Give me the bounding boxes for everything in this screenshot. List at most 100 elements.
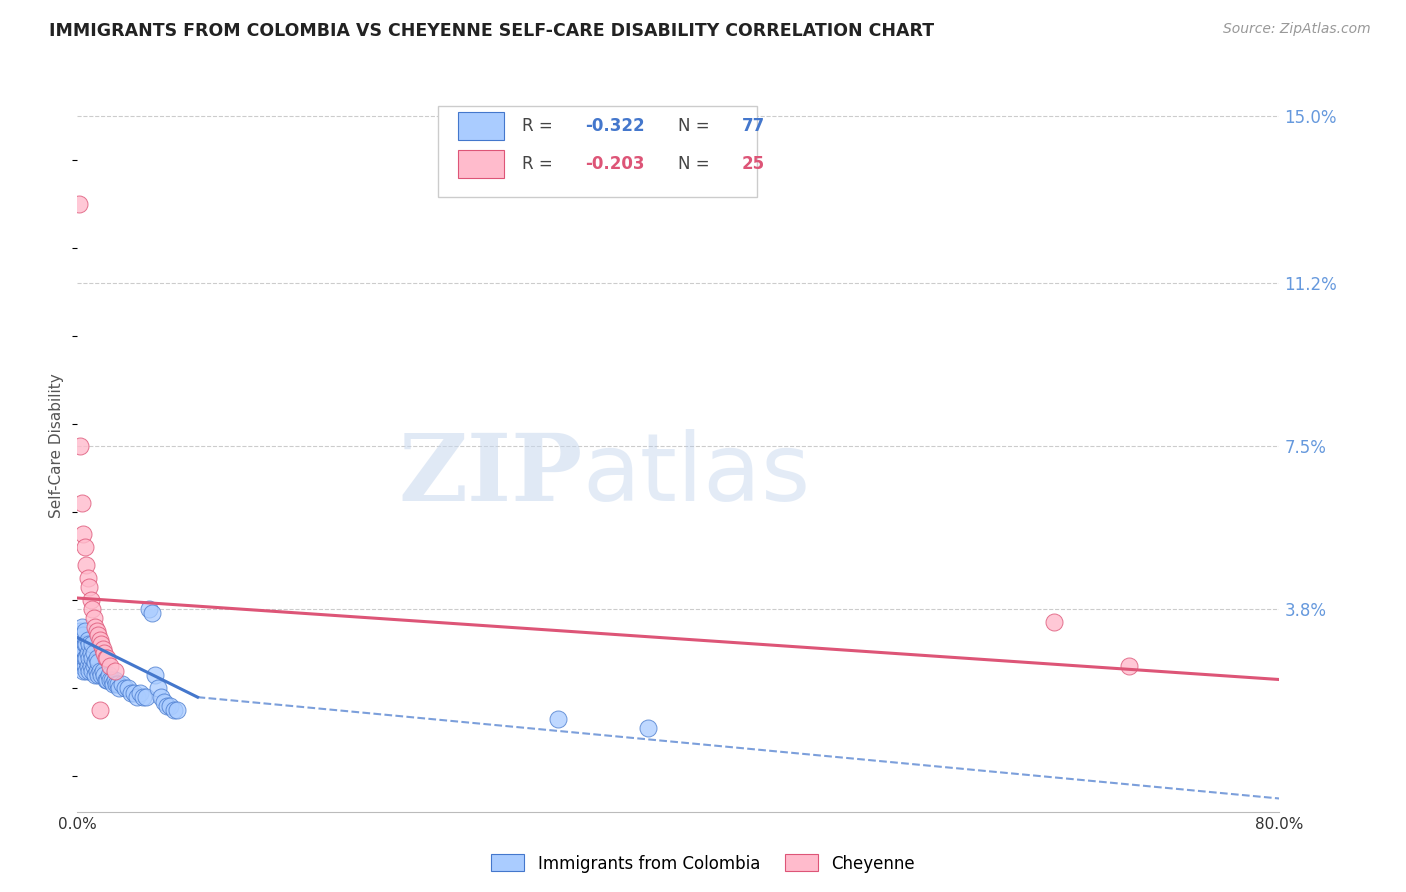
Point — [72, 527, 94, 541]
Point — [94, 650, 117, 665]
Point — [120, 686, 142, 700]
Text: atlas: atlas — [582, 429, 810, 521]
Point — [75, 664, 97, 678]
Text: 25: 25 — [742, 154, 765, 173]
Point — [111, 677, 134, 691]
Point — [108, 681, 131, 696]
Point — [70, 659, 93, 673]
Point — [141, 607, 163, 621]
Point — [90, 637, 112, 651]
Text: N =: N = — [679, 154, 716, 173]
Point — [76, 632, 98, 647]
Point — [70, 496, 93, 510]
Point — [87, 668, 110, 682]
Point — [67, 646, 90, 660]
Point — [67, 637, 90, 651]
Point — [83, 659, 105, 673]
Point — [87, 655, 110, 669]
Point — [73, 659, 96, 673]
Point — [72, 664, 94, 678]
Point — [82, 602, 104, 616]
Point — [79, 637, 101, 651]
Point — [96, 673, 118, 687]
Text: Source: ZipAtlas.com: Source: ZipAtlas.com — [1223, 22, 1371, 37]
Point — [76, 659, 98, 673]
Point — [96, 650, 118, 665]
Point — [117, 681, 139, 696]
Point — [156, 698, 179, 713]
Point — [83, 611, 105, 625]
Point — [76, 571, 98, 585]
Point — [67, 628, 90, 642]
Text: R =: R = — [522, 118, 558, 136]
Point — [70, 650, 93, 665]
Point — [75, 558, 97, 572]
Point — [73, 637, 96, 651]
Point — [82, 637, 104, 651]
Point — [73, 650, 96, 665]
Point — [129, 686, 152, 700]
Point — [69, 646, 91, 660]
Text: IMMIGRANTS FROM COLOMBIA VS CHEYENNE SELF-CARE DISABILITY CORRELATION CHART: IMMIGRANTS FROM COLOMBIA VS CHEYENNE SEL… — [49, 22, 935, 40]
Point — [89, 632, 111, 647]
Point — [1043, 615, 1066, 630]
Point — [72, 655, 94, 669]
Point — [104, 673, 127, 687]
Point — [84, 668, 107, 682]
Point — [76, 646, 98, 660]
Point — [83, 646, 105, 660]
Point — [80, 593, 103, 607]
Point — [79, 664, 101, 678]
Point — [107, 677, 129, 691]
Point — [69, 637, 91, 651]
Point — [80, 646, 103, 660]
Point — [75, 637, 97, 651]
Point — [1118, 659, 1140, 673]
Point — [70, 641, 93, 656]
Point — [127, 690, 149, 705]
Point — [100, 659, 122, 673]
Y-axis label: Self-Care Disability: Self-Care Disability — [49, 374, 65, 518]
Point — [124, 686, 146, 700]
Legend: Immigrants from Colombia, Cheyenne: Immigrants from Colombia, Cheyenne — [484, 847, 922, 880]
Point — [159, 698, 181, 713]
Point — [89, 703, 111, 717]
Point — [97, 668, 120, 682]
Point — [69, 439, 91, 453]
Point — [91, 664, 114, 678]
Point — [84, 655, 107, 669]
Text: ZIP: ZIP — [398, 430, 582, 520]
Point — [90, 668, 112, 682]
Point — [80, 659, 103, 673]
Point — [70, 620, 93, 634]
Point — [89, 664, 111, 678]
Point — [93, 668, 115, 682]
Point — [150, 690, 173, 705]
Point — [148, 681, 170, 696]
Point — [73, 624, 96, 638]
Point — [91, 641, 114, 656]
Point — [637, 721, 659, 735]
Point — [86, 624, 108, 638]
Text: 77: 77 — [742, 118, 765, 136]
Bar — [458, 112, 505, 140]
Point — [86, 664, 108, 678]
Text: -0.322: -0.322 — [585, 118, 644, 136]
Point — [86, 650, 108, 665]
Point — [69, 655, 91, 669]
Point — [84, 620, 107, 634]
Point — [70, 632, 93, 647]
Point — [104, 664, 127, 678]
Point — [82, 650, 104, 665]
Point — [145, 668, 167, 682]
Point — [101, 673, 124, 687]
Point — [75, 650, 97, 665]
Bar — [458, 150, 505, 178]
Point — [547, 712, 569, 726]
Point — [93, 646, 115, 660]
Point — [72, 628, 94, 642]
Point — [79, 650, 101, 665]
FancyBboxPatch shape — [439, 106, 756, 197]
Point — [73, 541, 96, 555]
Point — [138, 602, 160, 616]
